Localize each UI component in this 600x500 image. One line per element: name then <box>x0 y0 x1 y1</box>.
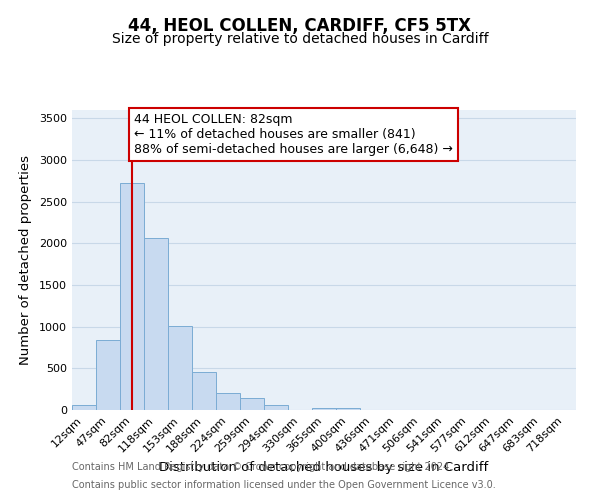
Bar <box>336 408 360 410</box>
Bar <box>216 393 240 410</box>
Bar <box>168 326 192 410</box>
Bar <box>120 184 144 410</box>
Text: Size of property relative to detached houses in Cardiff: Size of property relative to detached ho… <box>112 32 488 46</box>
Text: Contains HM Land Registry data © Crown copyright and database right 2024.: Contains HM Land Registry data © Crown c… <box>72 462 452 472</box>
Bar <box>72 406 96 410</box>
X-axis label: Distribution of detached houses by size in Cardiff: Distribution of detached houses by size … <box>160 461 488 474</box>
Bar <box>240 398 264 410</box>
Bar <box>96 340 120 410</box>
Bar <box>312 408 336 410</box>
Text: 44, HEOL COLLEN, CARDIFF, CF5 5TX: 44, HEOL COLLEN, CARDIFF, CF5 5TX <box>128 18 472 36</box>
Bar <box>192 372 216 410</box>
Y-axis label: Number of detached properties: Number of detached properties <box>19 155 32 365</box>
Text: Contains public sector information licensed under the Open Government Licence v3: Contains public sector information licen… <box>72 480 496 490</box>
Bar <box>144 238 168 410</box>
Bar <box>264 406 288 410</box>
Text: 44 HEOL COLLEN: 82sqm
← 11% of detached houses are smaller (841)
88% of semi-det: 44 HEOL COLLEN: 82sqm ← 11% of detached … <box>134 114 453 156</box>
